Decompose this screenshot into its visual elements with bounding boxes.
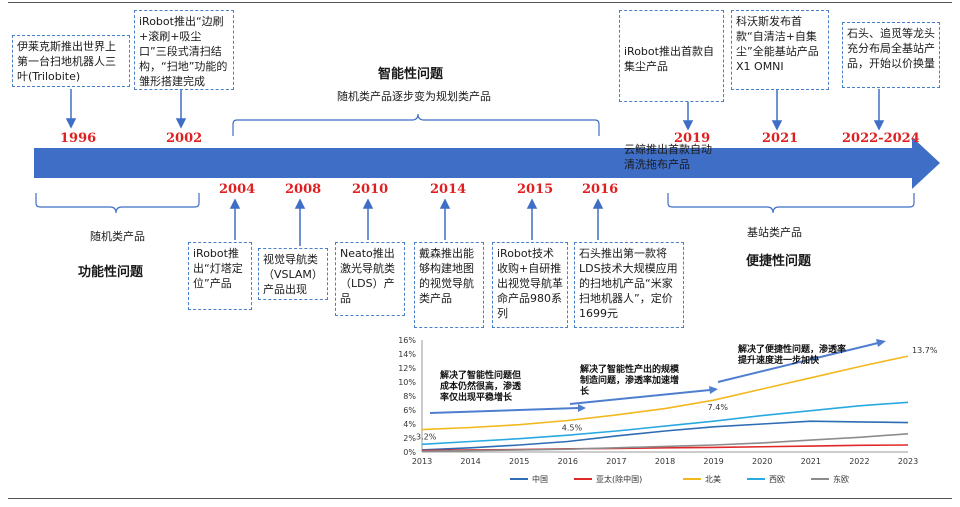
phase-convenience-title: 便捷性问题 bbox=[746, 254, 812, 269]
x-tick-label: 2017 bbox=[606, 457, 626, 466]
year-2014: 2014 bbox=[430, 182, 467, 197]
event-2019-text-b: 云鲸推出首款自动清洗拖布产品 bbox=[624, 143, 712, 171]
year-2008: 2008 bbox=[285, 182, 322, 197]
legend-label: 中国 bbox=[532, 474, 548, 484]
y-tick-label: 2% bbox=[403, 434, 416, 443]
y-tick-label: 0% bbox=[403, 448, 416, 457]
event-box-2021: 科沃斯发布首款“自清洁+自集尘”全能基站产品X1 OMNI bbox=[731, 10, 829, 90]
phase-random-subtitle: 随机类产品 bbox=[90, 230, 145, 243]
event-2019-text-a: iRobot推出首款自集尘产品 bbox=[624, 45, 714, 73]
phase-smart-title: 智能性问题 bbox=[378, 67, 444, 82]
year-2010: 2010 bbox=[352, 182, 389, 197]
event-box-2004: iRobot推出“灯塔定位”产品 bbox=[188, 242, 252, 310]
top-rule bbox=[8, 2, 952, 3]
series-line-北美 bbox=[421, 355, 909, 431]
data-label-2016: 4.5% bbox=[562, 424, 583, 433]
y-tick-label: 14% bbox=[398, 350, 416, 359]
series-line-西欧 bbox=[421, 401, 909, 446]
y-tick-label: 12% bbox=[398, 364, 416, 373]
y-tick-label: 8% bbox=[403, 392, 416, 401]
event-box-2015: iRobot技术收购+自研推出视觉导航革命产品980系列 bbox=[492, 242, 568, 328]
annotation-text-2: 解决了智能性产出的规模制造问题，渗透率加速增长 bbox=[580, 363, 680, 397]
x-tick-label: 2020 bbox=[752, 457, 772, 466]
annotation-arrow-2 bbox=[569, 389, 711, 405]
annotation-arrowhead-1 bbox=[578, 404, 586, 412]
y-tick-label: 4% bbox=[403, 420, 416, 429]
legend-label: 亚太(除中国) bbox=[596, 474, 642, 484]
event-box-2008: 视觉导航类（VSLAM）产品出现 bbox=[258, 248, 328, 300]
event-box-2002: iRobot推出“边刷+滚刷+吸尘口”三段式清扫结构，“扫地”功能的雏形搭建完成 bbox=[134, 10, 234, 90]
event-box-1996: 伊莱克斯推出世界上第一台扫地机器人三叶(Trilobite) bbox=[12, 35, 130, 87]
year-2015: 2015 bbox=[517, 182, 554, 197]
annotation-arrow-1 bbox=[429, 407, 579, 414]
x-tick-label: 2014 bbox=[460, 457, 480, 466]
phase-function-title: 功能性问题 bbox=[78, 265, 144, 280]
year-2016: 2016 bbox=[582, 182, 619, 197]
year-2002: 2002 bbox=[166, 131, 203, 146]
annotation-text-1: 解决了智能性问题但成本仍然很高，渗透率仅出现平稳增长 bbox=[440, 369, 522, 403]
event-box-2016: 石头推出第一款将LDS技术大规模应用的扫地机产品“米家扫地机器人”，定价1699… bbox=[574, 242, 684, 328]
x-tick-label: 2015 bbox=[509, 457, 529, 466]
data-label-2023: 13.7% bbox=[912, 346, 938, 355]
annotation-arrowhead-2 bbox=[709, 386, 718, 394]
year-1996: 1996 bbox=[60, 131, 97, 146]
annotation-arrow-3 bbox=[717, 342, 879, 383]
x-tick-label: 2016 bbox=[558, 457, 578, 466]
x-tick-label: 2018 bbox=[655, 457, 675, 466]
event-box-2022-2024: 石头、追觅等龙头充分布局全基站产品，开始以价换量 bbox=[842, 22, 940, 88]
year-2021: 2021 bbox=[762, 131, 799, 146]
year-2004: 2004 bbox=[219, 182, 256, 197]
penetration-line-chart: 0% 2% 4% 6% 8% 10% 12% 14% 16% 2013 2014 2015 2016 20… bbox=[398, 336, 938, 484]
x-tick-label: 2023 bbox=[898, 457, 918, 466]
event-box-2010: Neato推出激光导航类（LDS）产品 bbox=[335, 242, 405, 316]
event-box-2014: 戴森推出能够构建地图的视觉导航类产品 bbox=[414, 242, 484, 328]
event-box-2019: iRobot推出首款自集尘产品 云鲸推出首款自动清洗拖布产品 bbox=[619, 10, 724, 171]
x-tick-label: 2022 bbox=[849, 457, 869, 466]
data-label-2019: 7.4% bbox=[708, 403, 729, 412]
series-line-中国 bbox=[421, 420, 909, 451]
legend-label: 东欧 bbox=[833, 474, 849, 484]
y-tick-label: 6% bbox=[403, 406, 416, 415]
legend-label: 北美 bbox=[705, 474, 721, 484]
legend-label: 西欧 bbox=[769, 474, 785, 484]
annotation-arrowhead-3 bbox=[876, 339, 886, 347]
series-line-东欧 bbox=[421, 433, 909, 453]
year-2019: 2019 bbox=[674, 131, 711, 146]
x-tick-label: 2019 bbox=[703, 457, 723, 466]
data-label-2013: 3.2% bbox=[416, 433, 437, 442]
x-tick-label: 2021 bbox=[801, 457, 821, 466]
year-2022-2024: 2022-2024 bbox=[842, 131, 920, 146]
bottom-rule bbox=[8, 498, 952, 499]
y-tick-label: 16% bbox=[398, 336, 416, 345]
annotation-text-3: 解决了便捷性问题，渗透率提升速度进一步加快 bbox=[738, 343, 846, 366]
phase-base-subtitle: 基站类产品 bbox=[747, 226, 802, 239]
y-tick-label: 10% bbox=[398, 378, 416, 387]
x-tick-label: 2013 bbox=[412, 457, 432, 466]
phase-smart-subtitle: 随机类产品逐步变为规划类产品 bbox=[337, 90, 491, 103]
